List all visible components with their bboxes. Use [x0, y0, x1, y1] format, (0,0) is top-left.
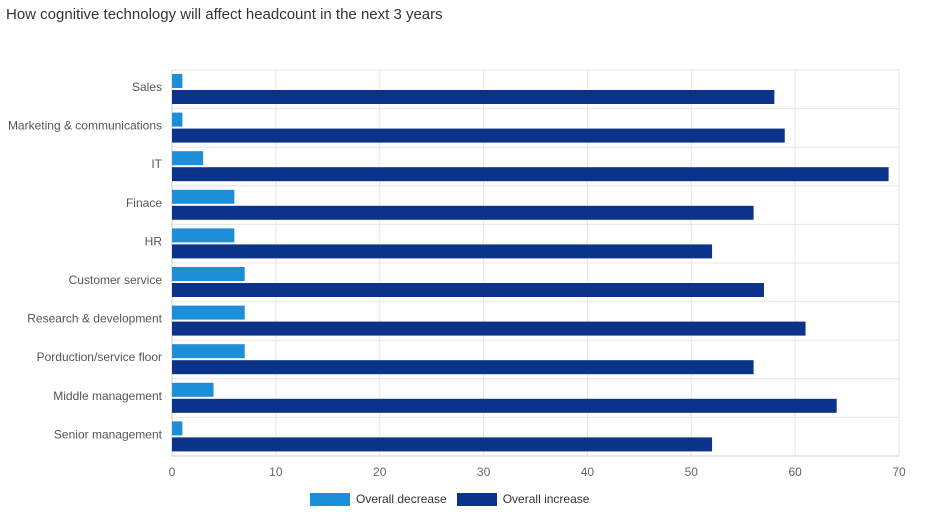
x-tick-label: 50 [685, 465, 699, 479]
bar-overall-decrease[interactable] [172, 344, 245, 359]
y-category-label: Middle management [53, 389, 162, 403]
legend-swatch-decrease [310, 492, 350, 506]
y-category-label: Sales [132, 80, 162, 94]
grid-layer [171, 69, 900, 457]
bar-overall-decrease[interactable] [172, 74, 183, 88]
x-tick-label: 70 [892, 465, 906, 479]
legend-item-increase[interactable]: Overall increase [456, 492, 590, 506]
y-category-label: Porduction/service floor [37, 350, 162, 364]
bar-overall-decrease[interactable] [172, 112, 183, 127]
bar-overall-decrease[interactable] [172, 421, 183, 436]
bar-overall-increase[interactable] [172, 360, 754, 375]
y-category-label: Senior management [54, 427, 163, 441]
bar-overall-decrease[interactable] [172, 228, 235, 243]
bar-overall-decrease[interactable] [172, 151, 204, 166]
labels-layer: 0 10 20 30 40 50 60 70 Sales Marketing & communic… [8, 80, 906, 479]
bar-overall-increase[interactable] [172, 437, 713, 452]
y-category-label: Marketing & communications [8, 119, 162, 133]
bars-layer [172, 74, 889, 452]
bar-overall-increase[interactable] [172, 167, 889, 182]
bar-overall-increase[interactable] [172, 321, 806, 336]
bar-overall-increase[interactable] [172, 244, 713, 259]
y-category-label: HR [145, 234, 163, 248]
legend-label-decrease: Overall decrease [356, 492, 447, 506]
bar-overall-decrease[interactable] [172, 305, 245, 320]
y-category-label: Customer service [69, 273, 163, 287]
legend-item-decrease[interactable]: Overall decrease [310, 492, 447, 506]
chart-title: How cognitive technology will affect hea… [6, 6, 443, 23]
bar-overall-increase[interactable] [172, 398, 837, 413]
x-tick-label: 0 [169, 465, 176, 479]
x-tick-label: 10 [269, 465, 283, 479]
bar-overall-decrease[interactable] [172, 382, 214, 397]
bar-overall-decrease[interactable] [172, 267, 245, 281]
x-tick-label: 60 [788, 465, 802, 479]
y-category-label: Finace [126, 196, 162, 210]
bar-overall-decrease[interactable] [172, 189, 235, 204]
x-tick-label: 20 [373, 465, 387, 479]
legend-swatch-increase [456, 492, 497, 506]
y-category-label: IT [151, 157, 162, 171]
legend: Overall decrease Overall increase [310, 492, 599, 506]
bar-overall-increase[interactable] [172, 205, 754, 220]
bar-overall-increase[interactable] [172, 283, 764, 297]
legend-label-increase: Overall increase [502, 492, 590, 506]
bar-overall-increase[interactable] [172, 90, 775, 104]
bar-overall-increase[interactable] [172, 128, 785, 143]
x-tick-label: 40 [581, 465, 595, 479]
x-tick-label: 30 [477, 465, 491, 479]
y-category-label: Research & development [27, 312, 162, 326]
